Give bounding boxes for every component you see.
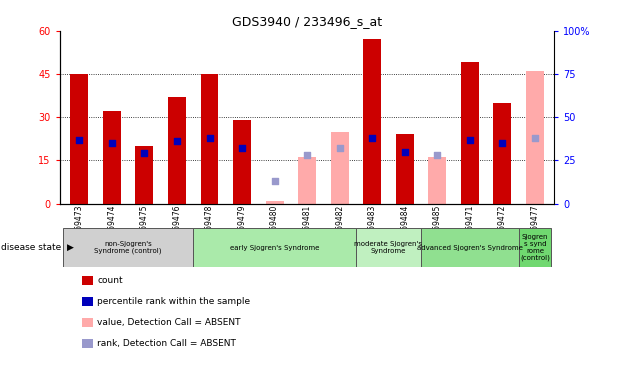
Bar	[518, 228, 551, 267]
Text: rank, Detection Call = ABSENT: rank, Detection Call = ABSENT	[97, 339, 236, 348]
Point	[530, 135, 540, 141]
Text: percentile rank within the sample: percentile rank within the sample	[97, 297, 250, 306]
Point	[432, 152, 442, 158]
Bar	[493, 103, 512, 204]
Bar	[526, 71, 544, 204]
Point	[107, 140, 117, 146]
Point	[335, 145, 345, 151]
Text: disease state  ▶: disease state ▶	[1, 243, 74, 252]
Bar	[168, 97, 186, 204]
Point	[399, 149, 410, 155]
Text: count: count	[97, 276, 123, 285]
Bar	[71, 74, 88, 204]
Bar	[356, 228, 421, 267]
Bar	[63, 228, 193, 267]
Bar	[331, 131, 348, 204]
Point	[205, 135, 215, 141]
Point	[237, 145, 247, 151]
Point	[497, 140, 507, 146]
Bar	[266, 201, 284, 204]
Bar	[428, 157, 446, 204]
Bar	[461, 62, 479, 204]
Point	[465, 137, 475, 143]
Bar	[135, 146, 153, 204]
Bar	[200, 74, 219, 204]
Bar	[193, 228, 356, 267]
Title: GDS3940 / 233496_s_at: GDS3940 / 233496_s_at	[232, 15, 382, 28]
Text: Sjogren
s synd
rome
(control): Sjogren s synd rome (control)	[520, 234, 550, 262]
Text: moderate Sjogren's
Syndrome: moderate Sjogren's Syndrome	[355, 241, 423, 254]
Point	[367, 135, 377, 141]
Text: value, Detection Call = ABSENT: value, Detection Call = ABSENT	[97, 318, 241, 327]
Bar	[421, 228, 518, 267]
Text: advanced Sjogren's Syndrome: advanced Sjogren's Syndrome	[417, 245, 523, 251]
Bar	[364, 39, 381, 204]
Bar	[233, 120, 251, 204]
Point	[172, 138, 182, 144]
Bar	[103, 111, 121, 204]
Point	[74, 137, 84, 143]
Point	[139, 151, 149, 157]
Point	[270, 178, 280, 184]
Bar	[396, 134, 414, 204]
Bar	[298, 157, 316, 204]
Text: early Sjogren's Syndrome: early Sjogren's Syndrome	[230, 245, 319, 251]
Point	[302, 152, 312, 158]
Text: non-Sjogren's
Syndrome (control): non-Sjogren's Syndrome (control)	[94, 241, 162, 255]
